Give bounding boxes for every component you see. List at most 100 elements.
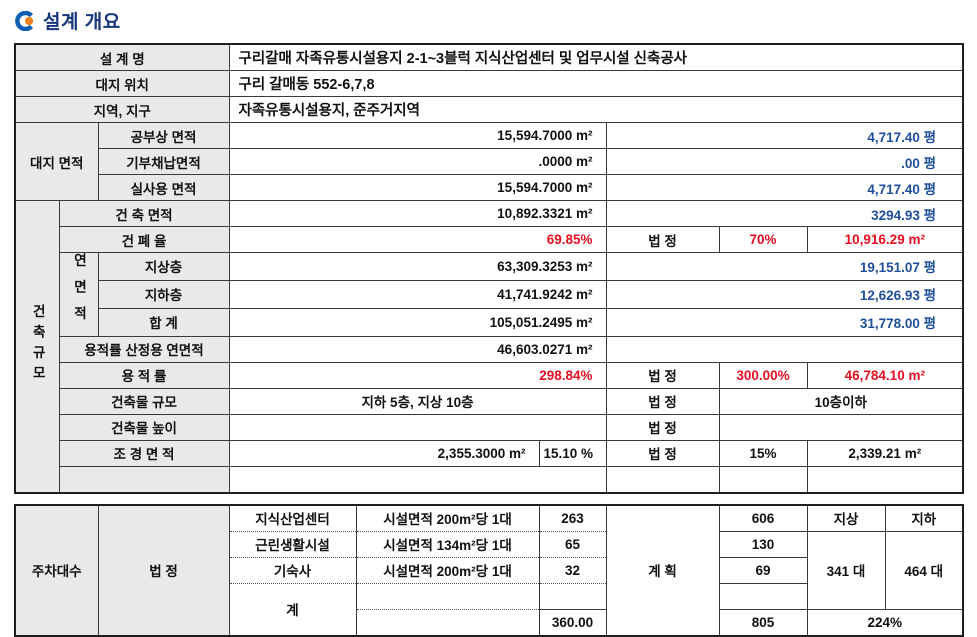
building-height-label: 건축물 높이 [58, 413, 230, 441]
gfa-total-sqm: 105,051.2495 m² [228, 307, 607, 337]
row-gfa-basement: 지하층 41,741.9242 m² 12,626.93 평 [15, 279, 964, 309]
gfa-ground-pyeong: 19,151.07 평 [605, 252, 964, 281]
parking-facility-plan-count: 69 [718, 556, 808, 584]
site-area-section-label: 대지 면적 [14, 122, 99, 201]
landscape-sqm: 2,355.3000 m² [228, 439, 540, 467]
spare-value-cell [228, 465, 607, 493]
far-legal-pct: 300.00% [718, 361, 808, 389]
spare-legal-cell [605, 465, 720, 493]
far-gfa-empty [605, 335, 964, 363]
landscape-legal-area: 2,339.21 m² [806, 439, 964, 467]
parking-facility-name: 근린생활시설 [228, 530, 357, 558]
spare-pct-cell [718, 465, 808, 493]
coverage-ratio-label: 건 폐 율 [58, 226, 230, 253]
building-area-label: 건 축 면적 [58, 200, 230, 227]
landscape-legal-label: 법 정 [605, 439, 720, 467]
gfa-basement-sqm: 41,741.9242 m² [228, 279, 607, 309]
row-far-gfa: 용적률 산정용 연면적 46,603.0271 m² [15, 335, 964, 363]
gfa-basement-pyeong: 12,626.93 평 [605, 279, 964, 309]
row-design-name: 설 계 명 구리갈매 자족유통시설용지 2-1~3블럭 지식산업센터 및 업무시… [14, 43, 964, 71]
landscape-label: 조 경 면 적 [58, 439, 230, 467]
parking-facility-plan-count: 606 [718, 504, 808, 532]
parking-ground-count: 341 대 [806, 530, 886, 610]
gfa-total-label: 합 계 [97, 307, 230, 337]
gfa-section-label: 연면적 [58, 252, 99, 337]
parking-facility-legal-count: 263 [538, 504, 607, 532]
parking-total-standard-empty2 [355, 608, 540, 636]
parking-total-standard-empty [355, 582, 540, 610]
row-far: 용 적 률 298.84% 법 정 300.00% 46,784.10 m² [15, 361, 964, 389]
parking-facility-standard: 시설면적 200m²당 1대 [355, 504, 540, 532]
site-location-value: 구리 갈매동 552-6,7,8 [228, 70, 964, 97]
coverage-ratio-legal-label: 법 정 [605, 226, 720, 253]
far-legal-area: 46,784.10 m² [806, 361, 964, 389]
row-district: 지역, 지구 자족유통시설용지, 준주거지역 [14, 96, 964, 123]
page-header: 설계 개요 [15, 7, 977, 34]
gfa-ground-label: 지상층 [97, 252, 230, 281]
parking-row-knowledge-center: 주차대수 법 정 지식산업센터 시설면적 200m²당 1대 263 계 획 6… [14, 504, 964, 636]
parking-plan-label: 계 획 [605, 504, 720, 636]
spare-area-cell [806, 465, 964, 493]
parking-facility-legal-count: 32 [538, 556, 607, 584]
parking-facility-name: 기숙사 [228, 556, 357, 584]
parking-total-label: 계 [228, 582, 357, 636]
site-area-actual-sqm: 15,594.7000 m² [228, 174, 607, 201]
parking-underground-count: 464 대 [884, 530, 964, 610]
site-area-donated-sqm: .0000 m² [228, 148, 607, 175]
building-height-legal-label: 법 정 [605, 413, 720, 441]
row-site-area-official: 대지 면적 공부상 면적 15,594.7000 m² 4,717.40 평 [14, 122, 964, 201]
far-gfa-sqm: 46,603.0271 m² [228, 335, 607, 363]
spare-label-cell [58, 465, 230, 493]
parking-facility-standard: 시설면적 134m²당 1대 [355, 530, 540, 558]
parking-total-legal-empty [538, 582, 607, 610]
row-coverage-ratio: 건 폐 율 69.85% 법 정 70% 10,916.29 m² [15, 226, 964, 253]
page-title: 설계 개요 [43, 12, 121, 33]
parking-total-plan-count: 805 [718, 608, 808, 636]
parking-total-plan-empty [718, 582, 808, 610]
parking-ground-header: 지상 [806, 504, 886, 532]
parking-total-legal-count: 360.00 [538, 608, 607, 636]
far-label: 용 적 률 [58, 361, 230, 389]
coverage-ratio-legal-area: 10,916.29 m² [806, 226, 964, 253]
building-scale-label: 건축물 규모 [58, 387, 230, 415]
row-site-location: 대지 위치 구리 갈매동 552-6,7,8 [14, 70, 964, 97]
parking-facility-standard: 시설면적 200m²당 1대 [355, 556, 540, 584]
design-name-value: 구리갈매 자족유통시설용지 2-1~3블럭 지식산업센터 및 업무시설 신축공사 [228, 43, 964, 71]
building-height-legal-value [718, 413, 964, 441]
parking-row-neighborhood: 근린생활시설 시설면적 134m²당 1대 65 130 341 대 464 대 [15, 530, 964, 610]
parking-facility-plan-count: 130 [718, 530, 808, 558]
site-area-official-pyeong: 4,717.40 평 [605, 122, 964, 149]
far-actual: 298.84% [228, 361, 607, 389]
row-spare [15, 465, 964, 493]
parking-facility-legal-count: 65 [538, 530, 607, 558]
parking-legal-label: 법 정 [97, 504, 230, 636]
gfa-ground-sqm: 63,309.3253 m² [228, 252, 607, 281]
site-location-label: 대지 위치 [14, 70, 230, 97]
row-building-scale: 건축물 규모 지하 5층, 지상 10층 법 정 10층이하 [15, 387, 964, 415]
row-landscape: 조 경 면 적 2,355.3000 m² 15.10 % 법 정 15% 2,… [15, 439, 964, 467]
building-scale-section-label: 건축규모 [14, 200, 60, 493]
site-area-official-label: 공부상 면적 [97, 122, 230, 149]
building-scale-legal-label: 법 정 [605, 387, 720, 415]
coverage-ratio-actual: 69.85% [228, 226, 607, 253]
district-value: 자족유통시설용지, 준주거지역 [228, 96, 964, 123]
building-scale-legal-value: 10층이하 [718, 387, 964, 415]
parking-underground-header: 지하 [884, 504, 964, 532]
building-area-pyeong: 3294.93 평 [605, 200, 964, 227]
far-gfa-label: 용적률 산정용 연면적 [58, 335, 230, 363]
row-gfa-ground: 연면적 지상층 63,309.3253 m² 19,151.07 평 [15, 252, 964, 337]
site-area-donated-pyeong: .00 평 [605, 148, 964, 175]
logo-icon [15, 10, 34, 31]
building-area-sqm: 10,892.3321 m² [228, 200, 607, 227]
far-legal-label: 법 정 [605, 361, 720, 389]
site-area-official-sqm: 15,594.7000 m² [228, 122, 607, 149]
building-scale-value: 지하 5층, 지상 10층 [228, 387, 607, 415]
site-area-donated-label: 기부채납면적 [97, 148, 230, 175]
site-area-actual-label: 실사용 면적 [97, 174, 230, 201]
gfa-total-pyeong: 31,778.00 평 [605, 307, 964, 337]
row-site-area-actual: 실사용 면적 15,594.7000 m² 4,717.40 평 [15, 174, 964, 201]
parking-table: 주차대수 법 정 지식산업센터 시설면적 200m²당 1대 263 계 획 6… [14, 503, 964, 637]
site-area-actual-pyeong: 4,717.40 평 [605, 174, 964, 201]
design-name-label: 설 계 명 [14, 43, 230, 71]
